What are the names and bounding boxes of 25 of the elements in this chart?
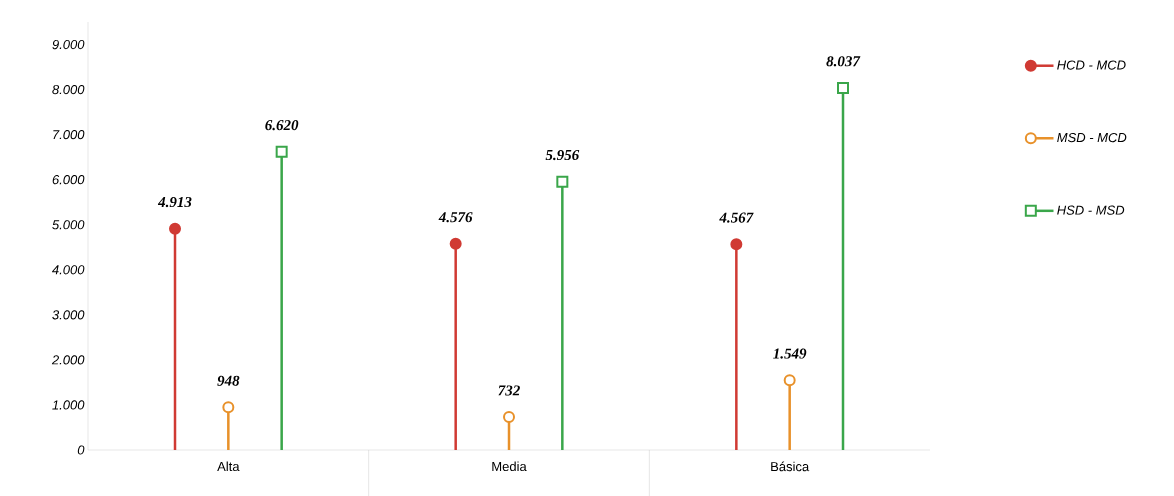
y-tick-label: 3.000: [52, 310, 85, 320]
data-label: 8.037: [826, 56, 861, 67]
legend-label: HSD - MSD: [1057, 205, 1125, 215]
y-tick-label: 6.000: [52, 175, 85, 185]
y-tick-label: 8.000: [52, 84, 85, 95]
data-label: 948: [217, 375, 240, 386]
data-label: 4.913: [157, 196, 192, 208]
y-tick-label: 5.000: [52, 220, 85, 230]
data-label: 5.956: [545, 150, 580, 161]
data-label: 4.567: [719, 212, 754, 223]
y-tick-label: 4.000: [52, 265, 85, 275]
data-label: 1.549: [773, 348, 807, 359]
y-tick-label: 2.000: [51, 355, 85, 365]
data-label: 6.620: [265, 120, 299, 131]
y-tick-label: 0: [77, 445, 85, 455]
data-label: 732: [498, 385, 520, 396]
y-tick-label: 7.000: [53, 130, 85, 140]
y-tick-label: 1.000: [52, 400, 85, 410]
legend-label: MSD - MCD: [1057, 132, 1127, 143]
x-tick-label: Alta: [217, 461, 240, 472]
x-tick-label: Media: [492, 461, 527, 472]
data-label: 4.576: [438, 212, 473, 223]
x-tick-label: Básica: [771, 461, 810, 472]
legend-label: HCD - MCD: [1057, 60, 1126, 70]
y-tick-label: 9.000: [52, 39, 85, 50]
